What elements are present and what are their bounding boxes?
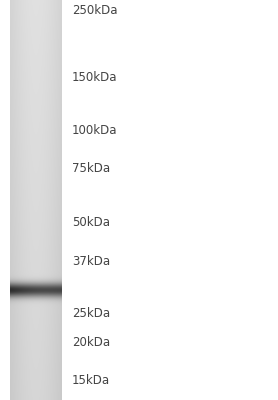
Text: 20kDa: 20kDa bbox=[72, 336, 110, 350]
Text: 250kDa: 250kDa bbox=[72, 4, 118, 16]
Text: 37kDa: 37kDa bbox=[72, 255, 110, 268]
Text: 25kDa: 25kDa bbox=[72, 307, 110, 320]
Text: 75kDa: 75kDa bbox=[72, 162, 110, 175]
Text: 150kDa: 150kDa bbox=[72, 71, 118, 84]
Text: 15kDa: 15kDa bbox=[72, 374, 110, 388]
Text: 50kDa: 50kDa bbox=[72, 216, 110, 229]
Text: 100kDa: 100kDa bbox=[72, 124, 118, 137]
